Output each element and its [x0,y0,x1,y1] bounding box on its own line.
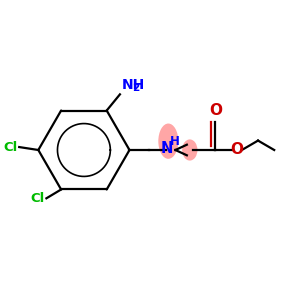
Text: 2: 2 [132,83,139,94]
Ellipse shape [158,124,178,159]
Text: O: O [231,142,244,158]
Text: Cl: Cl [4,141,18,154]
Text: NH: NH [122,78,145,92]
Ellipse shape [182,140,197,160]
Text: O: O [209,103,222,118]
Text: Cl: Cl [31,192,45,205]
Text: N: N [161,141,173,156]
Text: H: H [169,135,179,148]
